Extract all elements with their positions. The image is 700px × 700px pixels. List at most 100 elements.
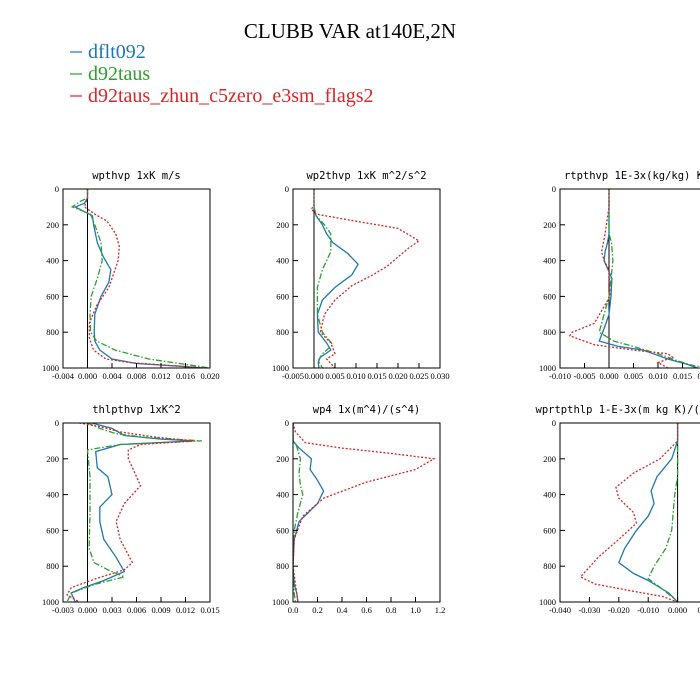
panel-3: rtpthvp 1E-3x(kg/kg) K02004006008001000-… (539, 170, 700, 381)
x-tick-label: 1.0 (410, 605, 421, 615)
y-tick-label: 1000 (272, 597, 289, 607)
plot-frame (292, 188, 441, 369)
x-tick-label: 1.2 (435, 605, 446, 615)
x-tick-label: 0.2 (312, 605, 323, 615)
y-tick-label: 600 (543, 525, 556, 535)
y-tick-label: 200 (543, 454, 556, 464)
x-tick-label: 0.015 (673, 371, 692, 381)
series-group (293, 423, 436, 602)
series-line-d92taus_zhun_c5zero_e3sm_flags2 (579, 423, 679, 602)
panel-title: thlpthvp 1xK^2 (92, 404, 181, 416)
series-line-dflt092 (313, 189, 359, 368)
panel-title: wp2thvp 1xK m^2/s^2 (306, 170, 426, 182)
legend-item-dflt092: dflt092 (70, 41, 146, 63)
x-tick-label: 0.008 (127, 371, 146, 381)
x-tick-label: 0.8 (386, 605, 397, 615)
x-tick-label: 0.030 (430, 371, 449, 381)
y-tick-label: 600 (46, 525, 59, 535)
y-tick-label: 400 (543, 490, 556, 500)
panel-4: thlpthvp 1xK^2 0 200 400 600 800 1000-0.003 0.0… (42, 404, 220, 615)
series-group (66, 423, 202, 602)
series-line-d92taus (66, 423, 202, 602)
x-tick-label: -0.010 (637, 605, 659, 615)
plot-frame (62, 188, 211, 369)
y-tick-label: 1000 (272, 363, 289, 373)
y-tick-label: 1000 (42, 597, 59, 607)
x-tick-label: 0.015 (367, 371, 386, 381)
panel-title: wp4 1x(m^4)/(s^4) (313, 404, 420, 416)
y-tick-label: 0 (285, 418, 289, 428)
y-tick-label: 200 (46, 220, 59, 230)
series-line-d92taus_zhun_c5zero_e3sm_flags2 (568, 189, 675, 368)
legend: dflt092d92tausd92taus_zhun_c5zero_e3sm_f… (70, 41, 373, 107)
series-group (568, 189, 700, 368)
y-tick-label: 800 (276, 327, 289, 337)
x-tick-label: -0.040 (549, 605, 571, 615)
legend-label: dflt092 (88, 41, 146, 63)
panel-2: wp2thvp 1xK m^2/s^2 0 200 400 600 800 1000-0.0… (272, 170, 450, 381)
x-tick-label: -0.020 (608, 605, 630, 615)
x-tick-label: 0.015 (200, 605, 219, 615)
y-tick-label: 0 (552, 184, 556, 194)
x-tick-label: 0.012 (151, 371, 170, 381)
y-tick-label: 200 (543, 220, 556, 230)
x-tick-label: 0.4 (337, 605, 348, 615)
panel-title: rtpthvp 1E-3x(kg/kg) K (564, 170, 700, 182)
panel-title: wprtpthlp 1-E-3x(m kg K)/(s kg) (536, 404, 700, 416)
legend-label: d92taus_zhun_c5zero_e3sm_flags2 (88, 85, 373, 107)
y-tick-label: 0 (285, 184, 289, 194)
x-tick-label: 0.004 (102, 371, 122, 381)
y-tick-label: 600 (276, 291, 289, 301)
y-tick-label: 800 (543, 561, 556, 571)
x-tick-label: 0.010 (697, 605, 700, 615)
plot-frame (292, 422, 441, 603)
y-tick-label: 400 (543, 256, 556, 266)
series-line-dflt092 (598, 189, 698, 368)
series-line-dflt092 (618, 423, 679, 602)
series-group (310, 189, 421, 368)
y-tick-label: 600 (276, 525, 289, 535)
x-tick-label: 0.000 (78, 371, 97, 381)
plot-frame (559, 422, 700, 603)
y-tick-label: 200 (276, 220, 289, 230)
y-tick-label: 1000 (539, 363, 556, 373)
x-tick-label: 0.000 (668, 605, 687, 615)
y-tick-label: 800 (276, 561, 289, 571)
plot-frame (62, 422, 211, 603)
x-tick-label: 0.025 (409, 371, 428, 381)
series-line-d92taus_zhun_c5zero_e3sm_flags2 (310, 189, 421, 368)
series-line-d92taus_zhun_c5zero_e3sm_flags2 (293, 423, 436, 602)
x-tick-label: 0.010 (648, 371, 667, 381)
x-tick-label: -0.004 (52, 371, 75, 381)
y-tick-label: 200 (276, 454, 289, 464)
series-line-dflt092 (73, 189, 204, 368)
x-tick-label: 0.006 (127, 605, 146, 615)
x-tick-label: 0.0 (288, 605, 299, 615)
x-tick-label: -0.030 (578, 605, 600, 615)
y-tick-label: 800 (46, 561, 59, 571)
y-tick-label: 600 (46, 291, 59, 301)
x-tick-label: 0.005 (325, 371, 344, 381)
x-tick-label: -0.005 (282, 371, 304, 381)
legend-item-d92taus: d92taus (70, 63, 150, 85)
series-group (579, 423, 679, 602)
series-line-d92taus (598, 189, 700, 368)
x-tick-label: 0.012 (176, 605, 195, 615)
x-tick-label: 0.020 (200, 371, 219, 381)
x-tick-label: -0.005 (574, 371, 596, 381)
x-tick-label: 0.016 (176, 371, 195, 381)
y-tick-label: 400 (276, 256, 289, 266)
series-line-dflt092 (70, 423, 194, 602)
legend-label: d92taus (88, 63, 150, 85)
series-line-d92taus_zhun_c5zero_e3sm_flags2 (66, 423, 194, 602)
x-tick-label: 0.020 (697, 371, 700, 381)
y-tick-label: 1000 (539, 597, 556, 607)
plot-frame (559, 188, 700, 369)
panel-title: wpthvp 1xK m/s (92, 170, 181, 182)
y-tick-label: 0 (55, 418, 59, 428)
x-tick-label: 0.010 (346, 371, 365, 381)
series-line-d92taus (647, 423, 679, 602)
